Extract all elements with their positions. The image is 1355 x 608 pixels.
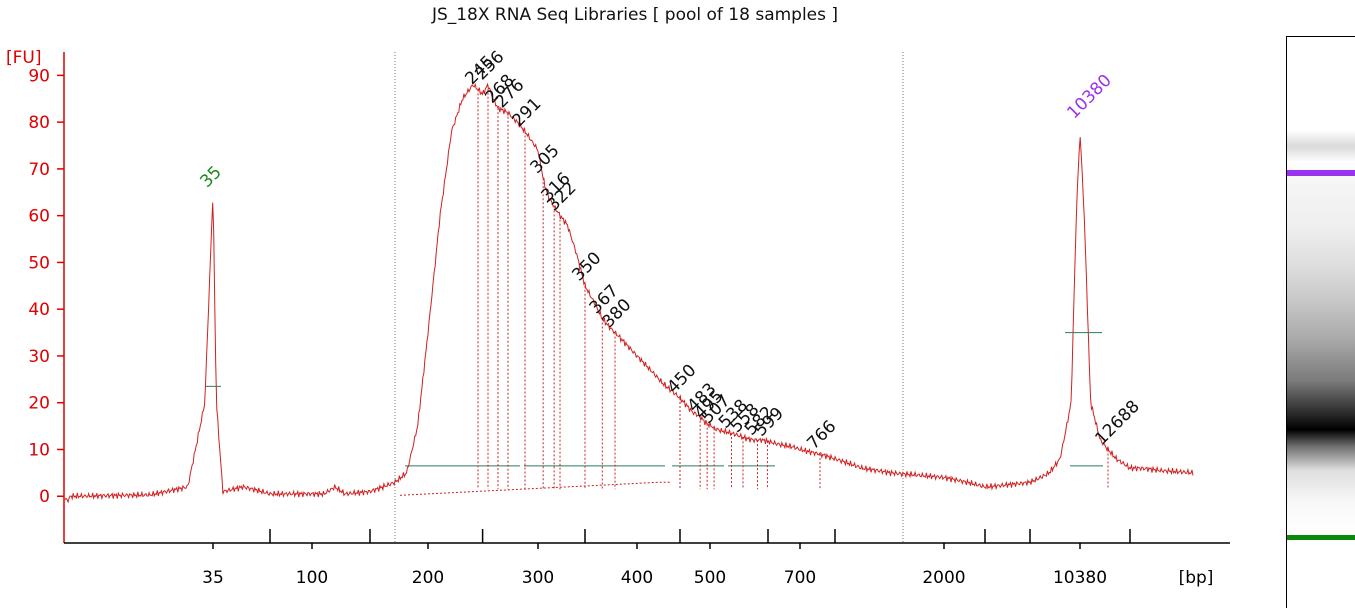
y-tick-label: 20 bbox=[28, 394, 50, 414]
y-tick-label: 10 bbox=[28, 440, 50, 460]
y-tick-label: 60 bbox=[28, 207, 50, 227]
y-tick-label: 30 bbox=[28, 347, 50, 367]
x-tick-label: 2000 bbox=[922, 568, 965, 588]
x-tick-label: 100 bbox=[296, 568, 328, 588]
electropherogram-chart: [FU] 0 10 20 30 40 50 60 70 80 90 35 100 200 300 400 500… bbox=[6, 47, 1230, 588]
x-tick-label: 10380 bbox=[1053, 568, 1107, 588]
y-axis-label: [FU] bbox=[6, 48, 42, 68]
x-tick-label: 300 bbox=[522, 568, 554, 588]
gel-lower-marker-band bbox=[1287, 535, 1355, 540]
x-tick-label: 35 bbox=[202, 568, 224, 588]
peak-label: 12688 bbox=[1091, 397, 1143, 449]
y-tick-label: 0 bbox=[39, 487, 50, 507]
y-tick-label: 80 bbox=[28, 113, 50, 133]
gel-lane-smear bbox=[1287, 130, 1355, 535]
chart-title: JS_18X RNA Seq Libraries [ pool of 18 sa… bbox=[431, 5, 839, 25]
y-tick-label: 50 bbox=[28, 253, 50, 273]
y-tick-label: 70 bbox=[28, 160, 50, 180]
upper-marker-label: 10380 bbox=[1063, 71, 1115, 123]
x-tick-label: 700 bbox=[784, 568, 816, 588]
y-tick-label: 90 bbox=[28, 66, 50, 86]
valley-baseline bbox=[399, 481, 670, 496]
gel-lane bbox=[1286, 36, 1355, 608]
x-tick-label: 500 bbox=[694, 568, 726, 588]
peak-label: 766 bbox=[803, 417, 840, 454]
gel-upper-marker-band bbox=[1287, 170, 1355, 176]
y-tick-label: 40 bbox=[28, 300, 50, 320]
x-tick-label: 400 bbox=[621, 568, 653, 588]
series-trace bbox=[64, 82, 1194, 504]
peak-label: 350 bbox=[568, 248, 605, 285]
x-axis-label: [bp] bbox=[1179, 568, 1214, 588]
lower-marker-label: 35 bbox=[196, 162, 225, 191]
x-tick-label: 200 bbox=[412, 568, 444, 588]
